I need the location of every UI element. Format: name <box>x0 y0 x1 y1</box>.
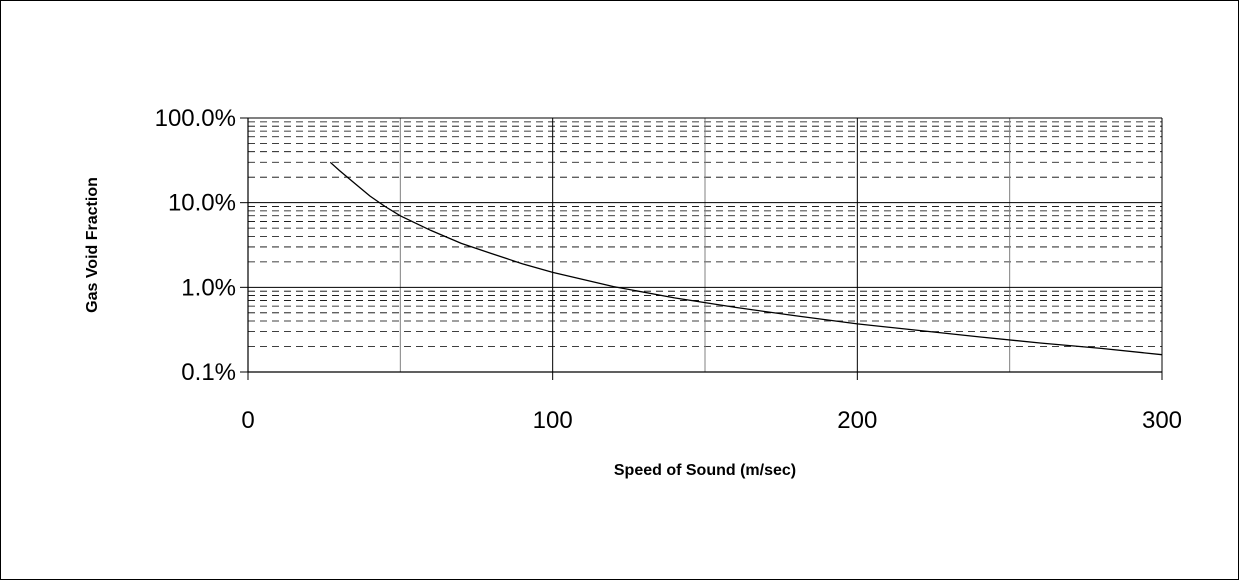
y-tick-label: 0.1% <box>181 359 236 386</box>
grid <box>247 117 1163 373</box>
x-tick-label: 0 <box>241 407 254 434</box>
axes <box>240 117 1163 380</box>
y-tick-label: 1.0% <box>181 274 236 301</box>
y-axis-title: Gas Void Fraction <box>84 177 101 313</box>
x-tick-label: 300 <box>1142 407 1182 434</box>
y-tick-label: 10.0% <box>168 190 236 217</box>
x-axis-title: Speed of Sound (m/sec) <box>614 462 796 479</box>
y-tick-label: 100.0% <box>155 105 236 132</box>
series-line <box>329 161 1163 356</box>
series <box>329 161 1163 356</box>
x-tick-label: 200 <box>837 407 877 434</box>
x-tick-label: 100 <box>533 407 573 434</box>
tick-labels: 0.1% 1.0% 10.0% 100.0% 0 100 200 300 <box>155 105 1182 434</box>
